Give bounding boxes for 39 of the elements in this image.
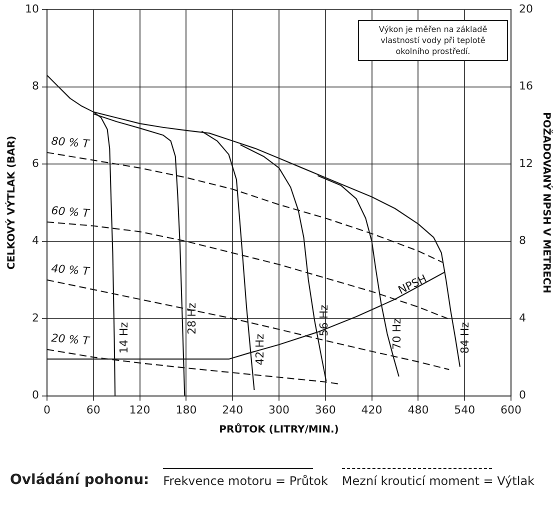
text: 84 Hz [458, 322, 472, 354]
x-tick-label: 480 [408, 403, 429, 416]
y-tick-label: 8 [32, 80, 39, 93]
y2-tick-label: 12 [519, 156, 534, 170]
text: Frekvence motoru = Průtok [163, 474, 328, 488]
y2-tick-label: 0 [519, 388, 526, 402]
y-tick-label: 2 [32, 311, 39, 324]
text: Mezní krouticí moment = Výtlak [342, 474, 534, 488]
series-label: 20 % T [50, 331, 92, 348]
y-tick-label: 6 [32, 156, 39, 170]
text: 70 Hz [390, 318, 404, 350]
x-tick-label: 60 [86, 403, 100, 416]
x-tick-label: 600 [500, 403, 522, 416]
y-tick-label: 10 [24, 2, 39, 16]
x-axis-title: PRŮTOK (LITRY/MIN.) [219, 422, 339, 436]
text: 14 Hz [117, 322, 130, 354]
note-box: Výkon je měřen na základě vlastností vody při teplotě okolního prostředí. [358, 20, 508, 61]
y2-tick-label: 4 [519, 311, 526, 324]
y2-axis-title: POŽADOVANÝ NPSH V METRECH [540, 112, 554, 294]
series-label: 80 % T [50, 134, 92, 151]
y2-tick-label: 8 [519, 234, 526, 248]
x-tick-label: 420 [361, 403, 382, 416]
x-tick-label: 540 [454, 403, 476, 416]
y-tick-label: 0 [32, 388, 39, 402]
text: Ovládání pohonu: [10, 472, 150, 488]
x-tick-label: 360 [314, 403, 336, 416]
text: 56 Hz [318, 304, 331, 336]
x-tick-label: 0 [43, 403, 50, 416]
series-label: 60 % T [50, 204, 92, 220]
y-tick-label: 4 [32, 234, 39, 248]
series-label: 40 % T [50, 262, 92, 278]
x-tick-label: 180 [176, 403, 197, 416]
x-tick-label: 240 [222, 403, 244, 416]
y2-tick-label: 20 [519, 2, 534, 16]
x-tick-label: 300 [268, 403, 290, 416]
y-axis-title: CELKOVÝ VÝTLAK (BAR) [4, 136, 18, 270]
x-tick-label: 120 [129, 403, 150, 416]
text: 42 Hz [253, 333, 266, 366]
y2-tick-label: 16 [519, 80, 534, 93]
